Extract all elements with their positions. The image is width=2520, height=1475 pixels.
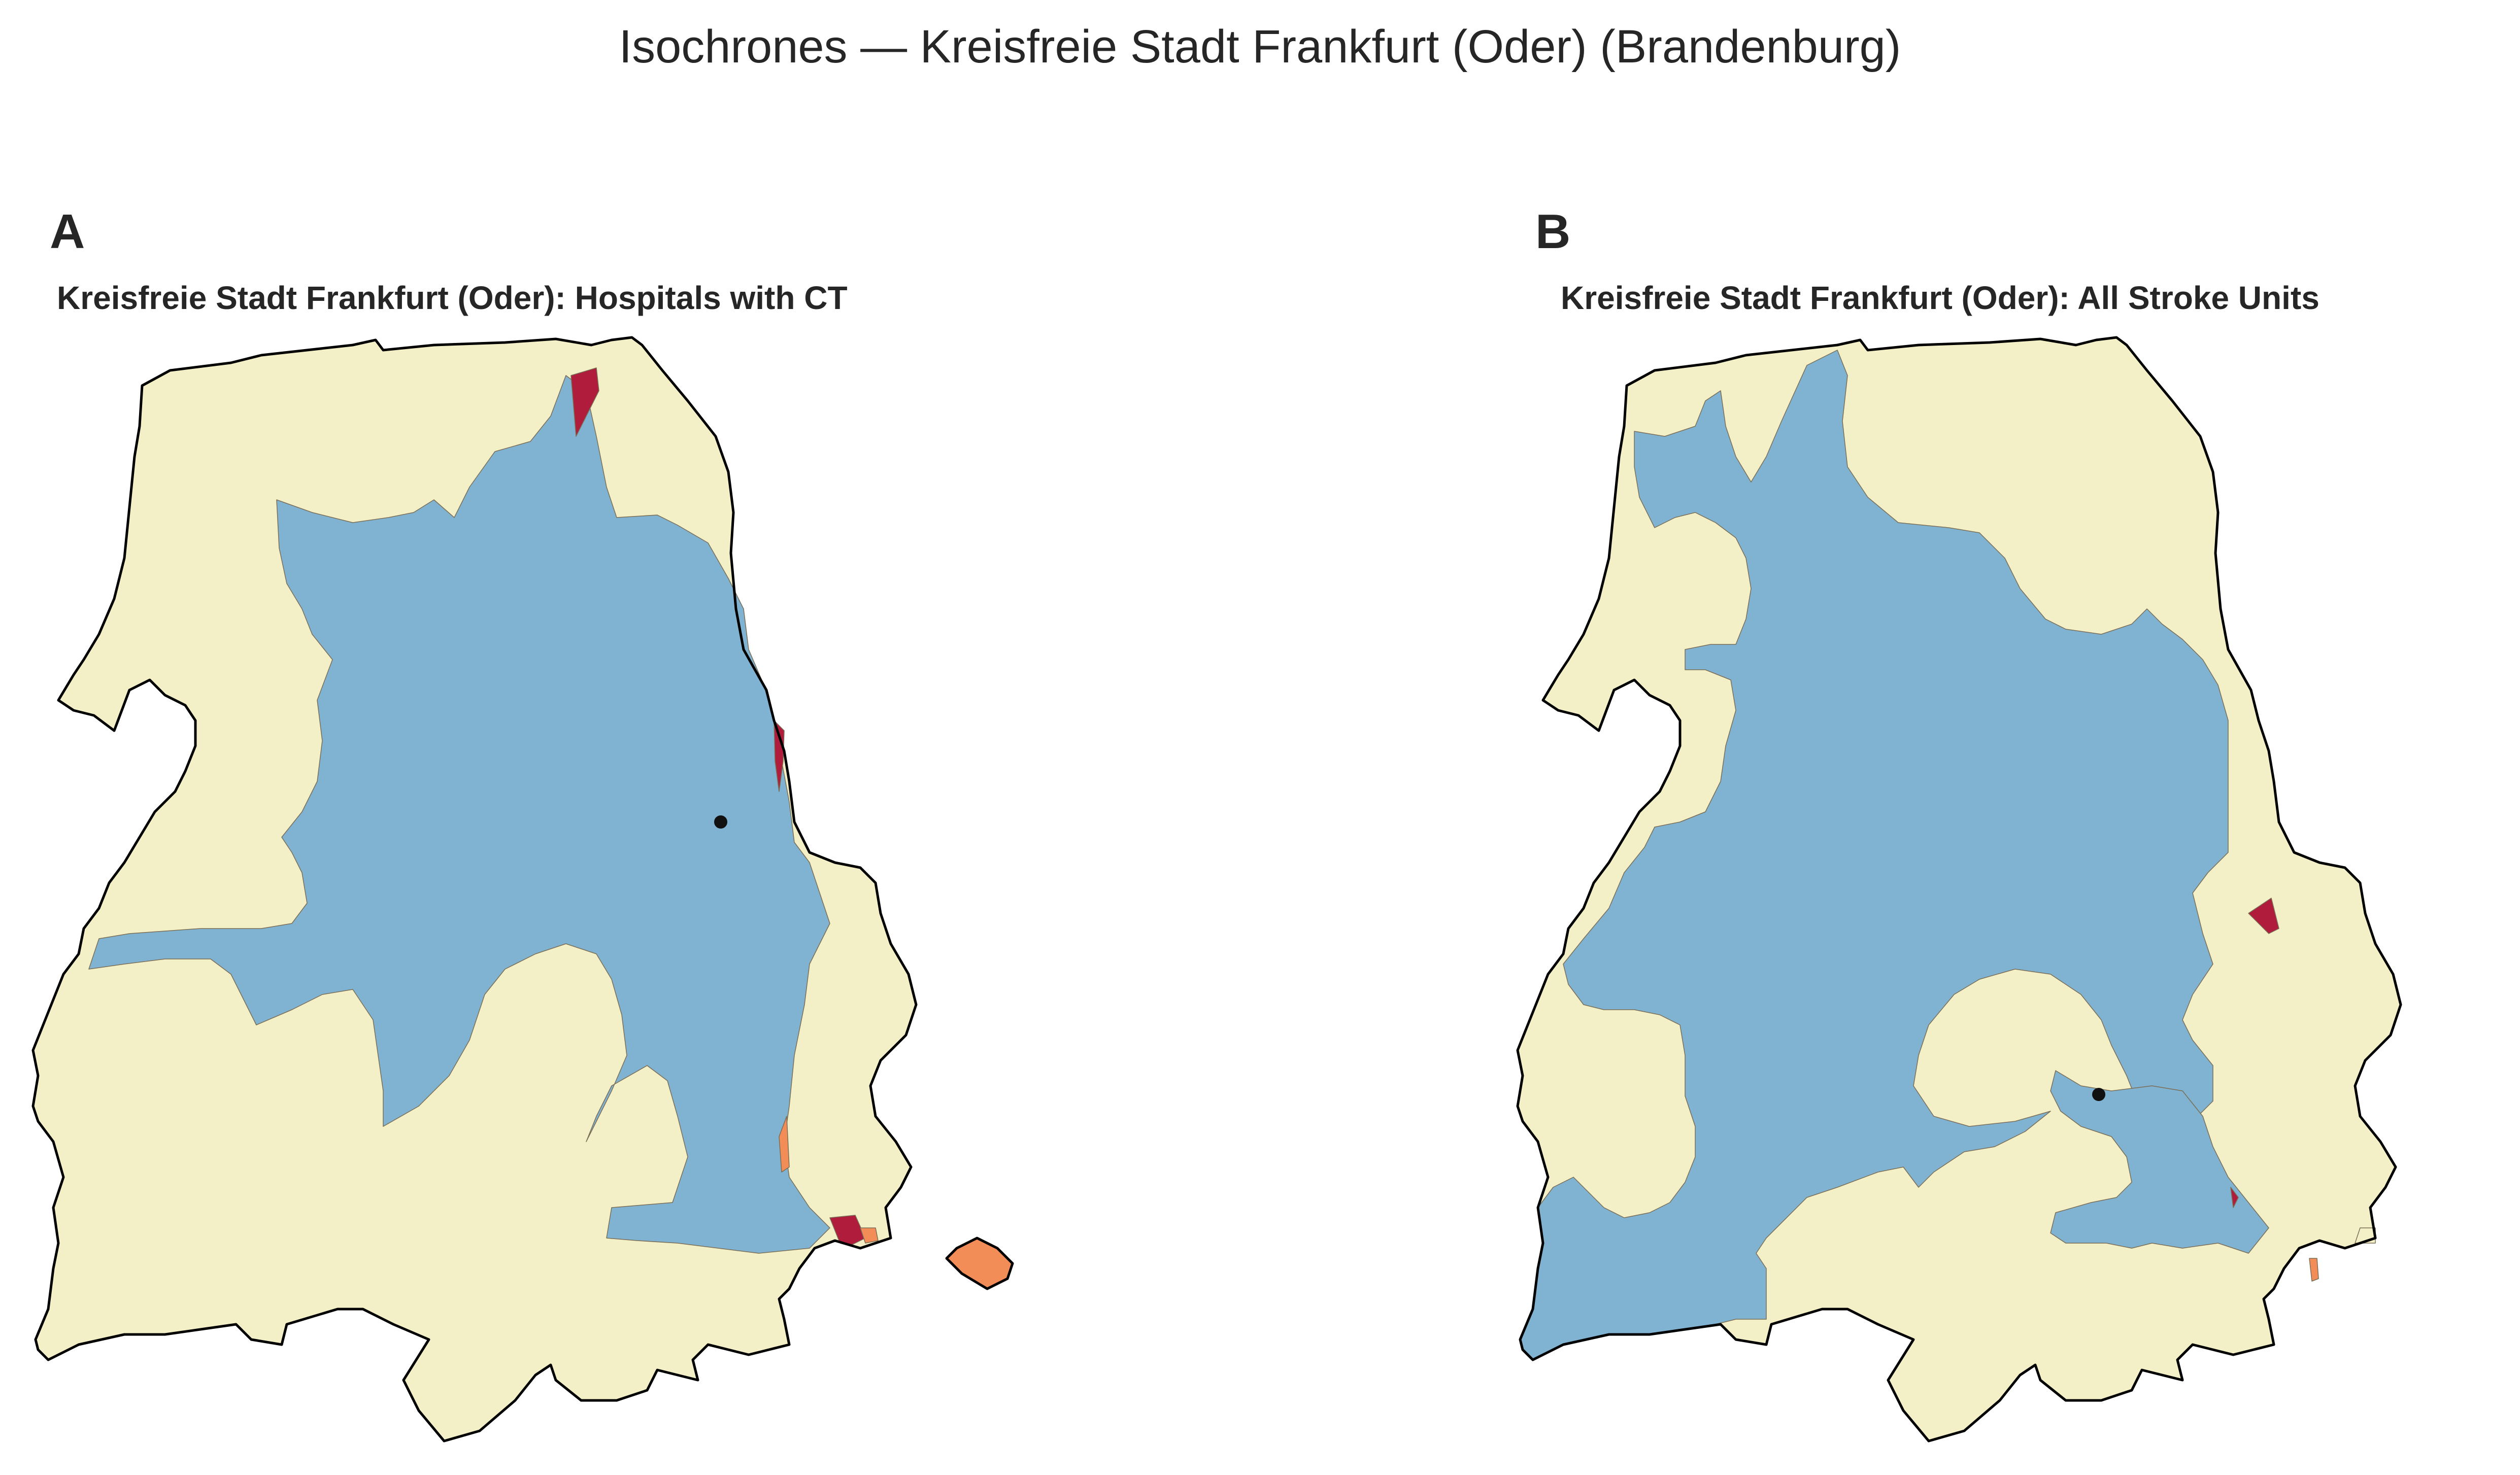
panel-a-facility-marker	[714, 815, 727, 829]
panel-b-letter: B	[1535, 204, 1571, 259]
panel-a-title: Kreisfreie Stadt Frankfurt (Oder): Hospi…	[57, 280, 848, 316]
panel-b-facility-marker	[2092, 1088, 2105, 1101]
panel-a-map	[33, 337, 1014, 1441]
panel-a-band-near-area	[88, 375, 830, 1254]
panel-b-band-far-south	[2309, 1258, 2319, 1282]
panel-a-letter: A	[50, 204, 85, 259]
panel-b-band-near-area	[1520, 350, 2229, 1360]
panel-a-exclave-outline	[945, 1237, 1014, 1290]
panel-b-title: Kreisfreie Stadt Frankfurt (Oder): All S…	[1561, 280, 2320, 316]
panel-a-band-far-south	[860, 1227, 879, 1244]
panel-a-band-farthest-south	[829, 1215, 866, 1246]
panel-a-band-farthest-north	[570, 367, 599, 437]
panel-b-map	[1518, 337, 2401, 1441]
figure-title: Isochrones — Kreisfreie Stadt Frankfurt …	[619, 21, 1901, 73]
panel-a-band-far-east	[779, 1116, 790, 1173]
panel-a-band-farthest-east	[774, 720, 785, 792]
panel-b-band-farthest-south	[2230, 1187, 2239, 1208]
panel-b-band-farthest-east	[2248, 898, 2279, 934]
panel-b-band-near-south-east	[2050, 1070, 2269, 1254]
